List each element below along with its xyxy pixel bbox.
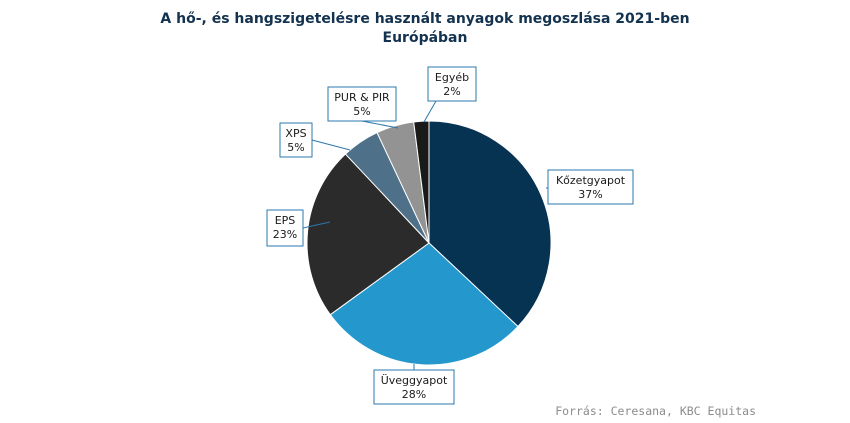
pie-slice-eps — [306, 153, 430, 316]
leader-line — [311, 139, 351, 151]
data-label-box — [266, 209, 304, 247]
data-label-value: 2% — [443, 85, 460, 98]
data-label-name: EPS — [275, 214, 296, 227]
data-label-name: XPS — [285, 127, 306, 140]
data-label-name: PUR & PIR — [334, 91, 390, 104]
chart-title-line-1: A hő-, és hangszigetelésre használt anya… — [160, 11, 690, 27]
data-label-value: 37% — [578, 188, 602, 201]
data-label-value: 5% — [287, 141, 304, 154]
data-label-name: Kőzetgyapot — [556, 174, 626, 187]
data-label-name: Egyéb — [435, 71, 469, 84]
leader-line — [302, 221, 331, 229]
chart-title: A hő-, és hangszigetelésre használt anya… — [0, 10, 850, 48]
data-label-value: 5% — [353, 105, 370, 118]
data-label-name: Üveggyapot — [381, 374, 448, 387]
pie-slice--veggyapot — [329, 242, 519, 366]
data-label-value: 23% — [273, 228, 297, 241]
chart-title-line-2: Európában — [382, 30, 468, 46]
data-label-value: 28% — [402, 388, 426, 401]
source-note: Forrás: Ceresana, KBC Equitas — [555, 404, 756, 418]
pie-slice-egy-b — [413, 120, 430, 244]
data-label-box — [547, 169, 634, 205]
data-label-box — [427, 66, 477, 102]
leader-line — [423, 100, 437, 123]
data-label-box — [279, 122, 313, 158]
data-label-box — [373, 369, 455, 405]
leader-line — [361, 120, 399, 129]
pie-slice-k-zetgyapot — [428, 120, 552, 328]
data-label-box — [327, 86, 397, 122]
